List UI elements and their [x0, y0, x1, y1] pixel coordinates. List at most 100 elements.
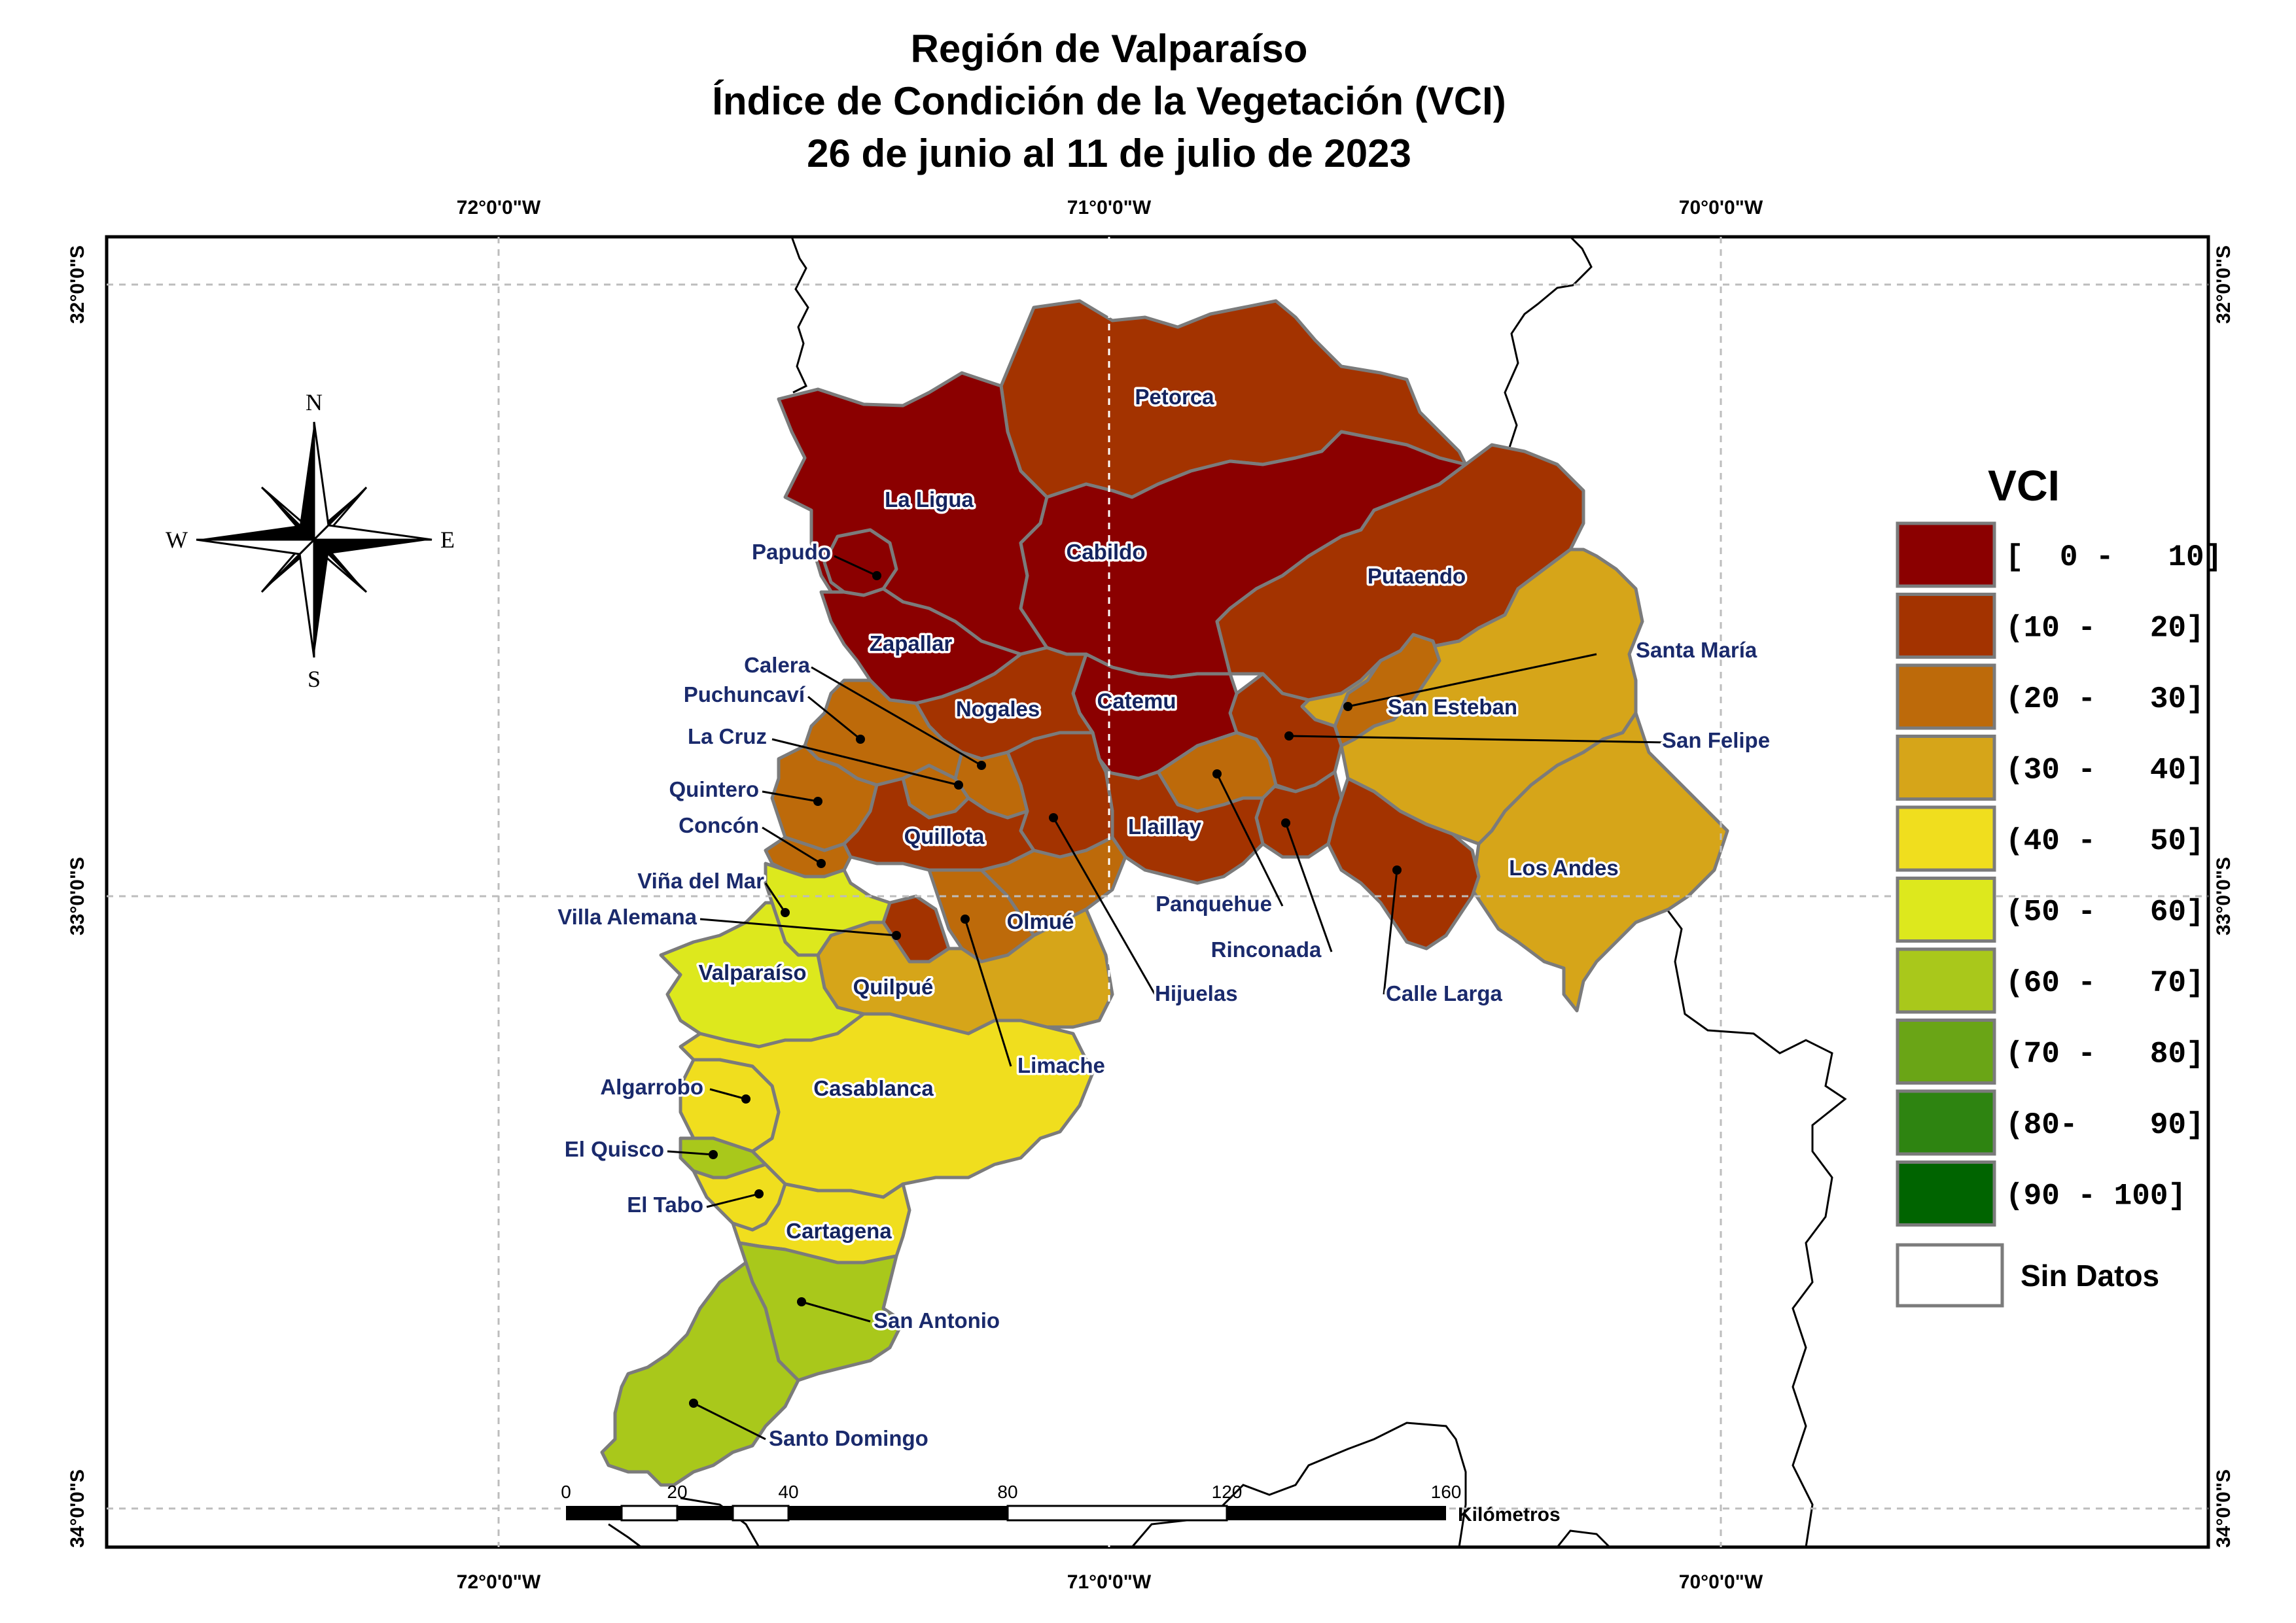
la-cruz-point [954, 780, 963, 790]
compass-e-label: E [440, 527, 455, 553]
papudo-polygon[interactable] [822, 528, 898, 597]
compass-s-label: S [308, 666, 321, 692]
label-vina-del-mar: Viña del Mar [637, 869, 764, 893]
legend-swatch-2 [1896, 663, 1996, 730]
label-san-felipe: San Felipe [1662, 728, 1770, 752]
scale-tick-80: 80 [997, 1482, 1017, 1502]
quillota-polygon[interactable] [842, 777, 1036, 872]
legend-label-0: [ 0 - 10] [2005, 540, 2222, 574]
label-villa-alemana: Villa Alemana [557, 905, 697, 929]
concon-leader [762, 826, 822, 865]
rinconada-leader [1284, 822, 1333, 952]
label-llaillay: Llaillay [1128, 814, 1202, 839]
valparaiso-polygon[interactable] [659, 901, 866, 1049]
legend-label-3: (30 - 40] [2005, 754, 2204, 788]
label-nogales: Nogales [956, 697, 1040, 721]
label-rinconada: Rinconada [1211, 937, 1322, 962]
bottom-coord-70w: 70°0'0"W [1679, 1571, 1763, 1593]
el-tabo-leader [706, 1193, 760, 1208]
scale-tick-160: 160 [1431, 1482, 1462, 1502]
legend-swatch-7 [1896, 1019, 1996, 1085]
legend-swatch-8 [1896, 1089, 1996, 1156]
label-olmue: Olmué [1007, 909, 1074, 934]
santo-domingo-leader [693, 1402, 766, 1440]
los-andes-polygon[interactable] [1470, 711, 1729, 1013]
top-coord-72w: 72°0'0"W [457, 197, 541, 218]
legend: VCI [ 0 - 10] (10 - 20] (20 - 30] (30 - 40]… [1896, 461, 2222, 1308]
label-cabildo: Cabildo [1067, 540, 1146, 564]
map-title: Región de Valparaíso Índice de Condición… [712, 27, 1506, 175]
argentina-border-line [790, 236, 809, 394]
southeast-border-line [1556, 1529, 1611, 1548]
compass-w-label: W [166, 527, 188, 553]
calle-larga-leader [1383, 869, 1398, 995]
limache-point [961, 915, 970, 924]
label-casablanca: Casablanca [813, 1076, 934, 1100]
left-coord-32s: 32°0'0"S [67, 245, 88, 324]
right-coordinate-labels: 32°0'0"S 33°0'0"S 34°0'0"S [2213, 245, 2234, 1548]
label-panquehue: Panquehue [1156, 892, 1272, 916]
right-coord-34s: 34°0'0"S [2213, 1469, 2234, 1548]
graticule [107, 237, 2208, 1547]
label-calle-larga: Calle Larga [1386, 981, 1503, 1005]
compass-west-light [196, 538, 317, 555]
santa-maria-point [1343, 702, 1352, 711]
calera-point [977, 761, 986, 770]
san-felipe-point [1284, 731, 1294, 741]
right-coord-33s: 33°0'0"S [2213, 857, 2234, 935]
legend-swatch-5 [1896, 877, 1996, 943]
legend-items: [ 0 - 10] (10 - 20] (20 - 30] (30 - 40] (40 … [1896, 521, 2222, 1227]
legend-swatch-6 [1896, 947, 1996, 1014]
legend-label-1: (10 - 20] [2005, 612, 2204, 646]
leader-lines [667, 555, 1669, 1440]
scale-seg-6 [1006, 1505, 1228, 1522]
label-santa-maria: Santa María [1636, 638, 1757, 662]
el-quisco-point [709, 1150, 718, 1159]
top-coordinate-labels: 72°0'0"W 71°0'0"W 70°0'0"W [457, 197, 1763, 218]
label-puchuncavi: Puchuncaví [684, 682, 806, 707]
label-putaendo: Putaendo [1368, 564, 1466, 588]
legend-swatch-4 [1896, 805, 1996, 872]
legend-label-5: (50 - 60] [2005, 896, 2204, 930]
left-coordinate-labels: 32°0'0"S 33°0'0"S 34°0'0"S [67, 245, 88, 1548]
scale-tick-0: 0 [561, 1482, 571, 1502]
label-catemu: Catemu [1097, 689, 1176, 713]
scale-tick-40: 40 [778, 1482, 798, 1502]
san-antonio-point [797, 1297, 806, 1306]
left-coord-34s: 34°0'0"S [67, 1469, 88, 1548]
san-felipe-leader [1288, 735, 1669, 744]
label-quilpue: Quilpué [853, 975, 934, 999]
legend-swatch-9 [1896, 1161, 1996, 1227]
la-cruz-leader [771, 738, 959, 786]
el-tabo-point [754, 1189, 764, 1198]
legend-label-6: (60 - 70] [2005, 966, 2204, 1000]
municipalities-layer [600, 299, 1729, 1487]
santa-maria-leader [1347, 653, 1597, 708]
villa-alemana-point [892, 931, 901, 940]
vina-point [781, 908, 790, 917]
label-limache: Limache [1017, 1053, 1105, 1077]
calle-larga-polygon[interactable] [1326, 777, 1481, 951]
hijuelas-leader [1052, 817, 1156, 995]
san-antonio-leader [801, 1300, 871, 1323]
bottom-coord-71w: 71°0'0"W [1067, 1571, 1152, 1593]
concon-point [817, 859, 826, 868]
legend-label-4: (40 - 50] [2005, 824, 2204, 858]
compass-east-light [311, 524, 433, 541]
legend-title: VCI [1988, 461, 2060, 510]
santo-domingo-polygon[interactable] [600, 1261, 800, 1487]
puchuncavi-leader [807, 695, 861, 741]
calera-leader [811, 666, 982, 767]
scale-tick-120: 120 [1212, 1482, 1243, 1502]
scale-seg-1 [566, 1506, 622, 1520]
scale-seg-5 [788, 1506, 1008, 1520]
bottom-coord-72w: 72°0'0"W [457, 1571, 541, 1593]
label-el-tabo: El Tabo [627, 1193, 703, 1217]
scale-seg-4 [732, 1505, 790, 1522]
legend-swatch-0 [1896, 521, 1996, 588]
label-hijuelas: Hijuelas [1155, 981, 1238, 1005]
santa-maria-polygon[interactable] [1333, 633, 1441, 748]
top-coord-70w: 70°0'0"W [1679, 197, 1763, 218]
left-coord-33s: 33°0'0"S [67, 857, 88, 935]
scale-seg-2 [620, 1505, 679, 1522]
